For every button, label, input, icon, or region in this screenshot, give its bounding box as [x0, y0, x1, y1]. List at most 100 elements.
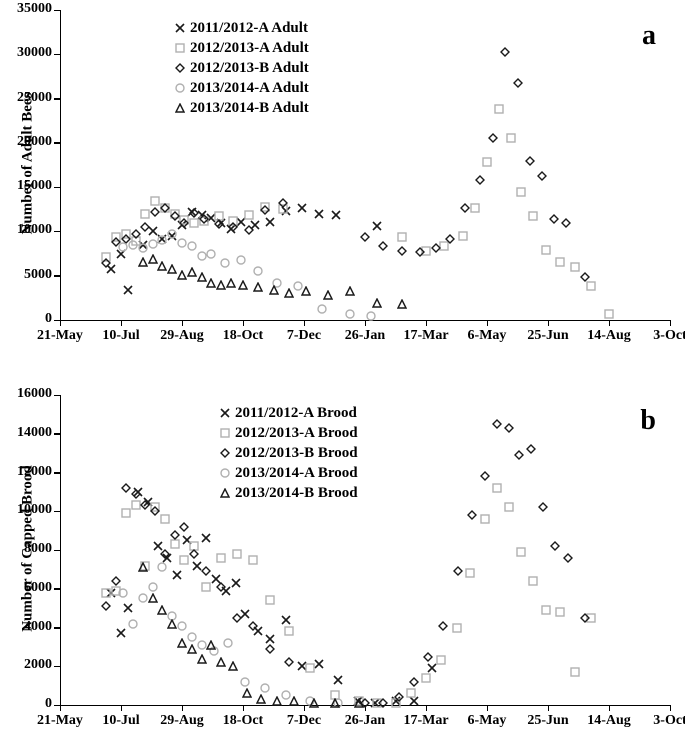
data-point [331, 210, 341, 220]
data-point [475, 175, 485, 185]
legend-marker-icon [170, 83, 190, 93]
x-tick-label: 18-Oct [213, 328, 273, 344]
y-tick-label: 14000 [8, 425, 52, 441]
data-point [206, 640, 216, 650]
data-point [131, 500, 141, 510]
data-point [101, 601, 111, 611]
legend-marker-icon [215, 428, 235, 438]
data-point [111, 576, 121, 586]
y-tick-label: 35000 [8, 1, 52, 17]
data-point [378, 241, 388, 251]
data-point [265, 217, 275, 227]
data-point [345, 286, 355, 296]
data-point [228, 222, 238, 232]
data-point [118, 588, 128, 598]
data-point [397, 299, 407, 309]
data-point [123, 285, 133, 295]
data-point [309, 698, 319, 708]
panel_a-panel-label: a [642, 20, 656, 52]
legend-item: 2012/2013-A Brood [215, 423, 358, 443]
data-point [236, 255, 246, 265]
y-tick-label: 30000 [8, 45, 52, 61]
data-point [314, 209, 324, 219]
x-tick-label: 26-Jan [335, 713, 395, 729]
data-point [189, 549, 199, 559]
data-point [187, 632, 197, 642]
x-tick [670, 705, 672, 711]
y-tick-label: 5000 [8, 267, 52, 283]
y-tick [54, 10, 60, 12]
data-point [586, 281, 596, 291]
legend-marker-icon [215, 488, 235, 498]
x-tick [487, 320, 489, 326]
data-point [232, 549, 242, 559]
data-point [467, 510, 477, 520]
data-point [238, 280, 248, 290]
data-point [248, 555, 258, 565]
data-point [570, 667, 580, 677]
data-point [423, 652, 433, 662]
data-point [272, 696, 282, 706]
data-point [244, 210, 254, 220]
x-tick-label: 29-Aug [152, 713, 212, 729]
data-point [492, 483, 502, 493]
data-point [231, 578, 241, 588]
data-point [470, 203, 480, 213]
x-tick-label: 3-Oct [640, 328, 685, 344]
x-tick [548, 705, 550, 711]
x-tick [182, 320, 184, 326]
x-tick [426, 320, 428, 326]
data-point [549, 214, 559, 224]
y-tick-label: 8000 [8, 541, 52, 557]
x-tick-label: 17-Mar [396, 328, 456, 344]
data-point [140, 500, 150, 510]
data-point [197, 272, 207, 282]
legend-label: 2012/2013-A Adult [190, 40, 309, 57]
data-point [206, 249, 216, 259]
data-point [480, 514, 490, 524]
data-point [160, 203, 170, 213]
data-point [394, 692, 404, 702]
data-point [366, 311, 376, 321]
panel_a-legend: 2011/2012-A Adult2012/2013-A Adult2012/2… [170, 18, 309, 118]
data-point [170, 530, 180, 540]
data-point [372, 221, 382, 231]
y-tick [54, 511, 60, 513]
data-point [157, 562, 167, 572]
data-point [305, 663, 315, 673]
data-point [465, 568, 475, 578]
data-point [177, 238, 187, 248]
data-point [541, 245, 551, 255]
x-tick [60, 705, 62, 711]
data-point [406, 688, 416, 698]
x-tick [121, 320, 123, 326]
x-tick-label: 25-Jun [518, 328, 578, 344]
data-point [513, 78, 523, 88]
data-point [242, 688, 252, 698]
x-tick [548, 320, 550, 326]
legend-marker-icon [170, 103, 190, 113]
data-point [504, 423, 514, 433]
data-point [570, 262, 580, 272]
data-point [187, 644, 197, 654]
data-point [177, 621, 187, 631]
data-point [256, 694, 266, 704]
data-point [187, 267, 197, 277]
data-point [123, 603, 133, 613]
y-tick [54, 98, 60, 100]
data-point [488, 133, 498, 143]
y-tick-label: 12000 [8, 464, 52, 480]
x-tick-label: 26-Jan [335, 328, 395, 344]
data-point [345, 309, 355, 319]
legend-marker-icon [170, 23, 190, 33]
data-point [138, 593, 148, 603]
data-point [323, 290, 333, 300]
x-tick [609, 320, 611, 326]
data-point [138, 257, 148, 267]
data-point [397, 232, 407, 242]
x-tick [365, 320, 367, 326]
data-point [265, 595, 275, 605]
data-point [189, 208, 199, 218]
legend-label: 2013/2014-B Adult [190, 100, 309, 117]
data-point [514, 450, 524, 460]
